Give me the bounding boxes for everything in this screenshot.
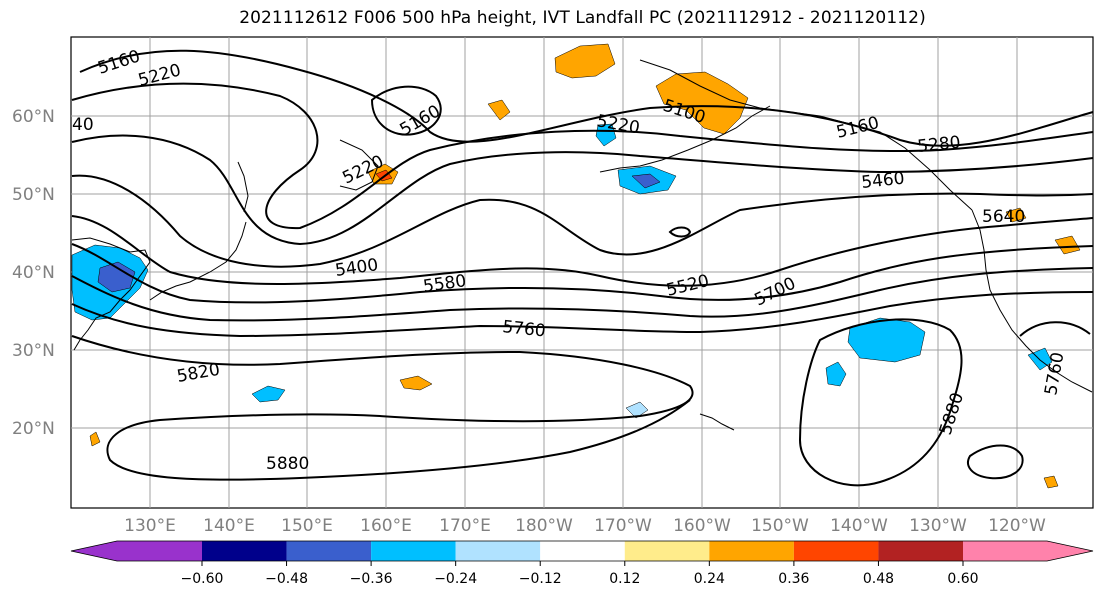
- contour-5880-small: [967, 444, 1024, 480]
- lon-label: 160°E: [360, 516, 412, 536]
- colorbar-tick-label: −0.36: [350, 571, 393, 587]
- contour-5700: [71, 267, 1094, 322]
- lon-label: 130°E: [124, 516, 176, 536]
- coastlines: [71, 59, 1093, 431]
- lon-label: 160°W: [673, 516, 731, 536]
- ivt-negative-small-2: [251, 385, 286, 403]
- latitude-labels: 60°N 50°N 40°N 30°N 20°N: [12, 107, 55, 439]
- colorbar-tick-label: −0.24: [434, 571, 477, 587]
- lat-label: 20°N: [12, 419, 55, 439]
- contour-low-aleutian: [668, 226, 692, 238]
- colorbar-segment: [624, 541, 710, 561]
- colorbar-segment: [540, 541, 625, 561]
- colorbar-segment: [71, 541, 202, 561]
- contour-label: 5880: [266, 454, 309, 474]
- colorbar-segment: [286, 541, 372, 561]
- ivt-strong-negative-asia: [97, 261, 136, 293]
- lon-label: 150°W: [751, 516, 809, 536]
- colorbar-tick-label: 0.48: [863, 571, 894, 587]
- lon-label: 140°E: [203, 516, 255, 536]
- contour-low-kamchatka: [370, 85, 442, 136]
- coast-kamchatka: [339, 139, 379, 191]
- coast-northwest-america: [971, 209, 1093, 393]
- contour-label: 40: [72, 115, 94, 135]
- contour-5280: [71, 134, 1094, 246]
- ivt-positive-small-2: [399, 375, 433, 391]
- contour-5880-east: [798, 318, 963, 487]
- ivt-strong-negative-aleutian: [631, 173, 661, 189]
- ivt-positive-small-5: [1043, 475, 1059, 489]
- lon-label: 140°W: [830, 516, 888, 536]
- contour-label: 5460: [860, 169, 905, 193]
- contour-5220: [71, 82, 1094, 230]
- contour-5460: [71, 174, 1094, 268]
- height-contours: [71, 49, 1094, 487]
- ivt-positive-small-3: [1005, 207, 1027, 223]
- contour-5520: [71, 215, 1094, 287]
- coast-alaska: [639, 59, 973, 211]
- coast-sakhalin: [237, 161, 249, 213]
- ivt-positive-siberia: [554, 43, 616, 79]
- coast-asia-east: [71, 237, 151, 351]
- contour-5160: [79, 49, 1094, 147]
- ivt-negative-small-3: [595, 123, 617, 147]
- lat-label: 60°N: [12, 107, 55, 127]
- colorbar-tick-label: 0.60: [947, 571, 978, 587]
- lon-label: 120°W: [988, 516, 1046, 536]
- lon-label: 170°E: [439, 516, 491, 536]
- lat-label: 50°N: [12, 185, 55, 205]
- contour-5820: [71, 335, 694, 481]
- longitude-labels: 130°E 140°E 150°E 160°E 170°E 180°W 170°…: [124, 516, 1046, 536]
- colorbar-tick-label: −0.12: [519, 571, 562, 587]
- colorbar: −0.60 −0.48 −0.36 −0.24 −0.12 0.12 0.24 0.36 0.4…: [70, 540, 1094, 587]
- ivt-positive-alaska: [655, 71, 749, 135]
- colorbar-segment: [963, 541, 1093, 561]
- colorbar-segment: [202, 541, 287, 561]
- colorbar-segment: [709, 541, 794, 561]
- contour-label: 5280: [916, 133, 961, 157]
- coast-japan: [149, 221, 247, 301]
- colorbar-segment: [793, 541, 879, 561]
- colorbar-outline: [70, 540, 1094, 562]
- lat-label: 40°N: [12, 263, 55, 283]
- ivt-positive-small-1: [487, 99, 511, 121]
- contour-5760: [71, 291, 1094, 338]
- graticule: [71, 37, 1093, 508]
- contour-5760-ca: [1019, 321, 1091, 337]
- lon-label: 170°W: [594, 516, 652, 536]
- colorbar-tick-label: 0.36: [778, 571, 809, 587]
- contour-label: 5760: [501, 317, 546, 341]
- ivt-positive-small-4: [1054, 235, 1081, 255]
- colorbar-tick-label: 0.12: [609, 571, 640, 587]
- colorbar-segment: [878, 541, 963, 561]
- colorbar-tick-label: 0.24: [694, 571, 725, 587]
- lon-label: 180°W: [515, 516, 573, 536]
- colorbar-segment: [371, 541, 456, 561]
- lat-label: 30°N: [12, 341, 55, 361]
- ivt-negative-small-1: [825, 361, 847, 387]
- colorbar-segment: [455, 541, 541, 561]
- lon-label: 130°W: [909, 516, 967, 536]
- contour-5580: [71, 243, 1094, 304]
- coast-aleutians: [599, 105, 771, 173]
- coast-hawaii: [699, 413, 735, 431]
- colorbar-tick-label: −0.48: [265, 571, 308, 587]
- map-title: 2021112612 F006 500 hPa height, IVT Land…: [239, 8, 926, 28]
- contour-label: 5640: [982, 207, 1025, 227]
- colorbar-tick-label: −0.60: [181, 571, 224, 587]
- ivt-negative-small-5: [625, 401, 649, 419]
- lon-label: 150°E: [281, 516, 333, 536]
- ivt-positive-small-6: [89, 431, 101, 447]
